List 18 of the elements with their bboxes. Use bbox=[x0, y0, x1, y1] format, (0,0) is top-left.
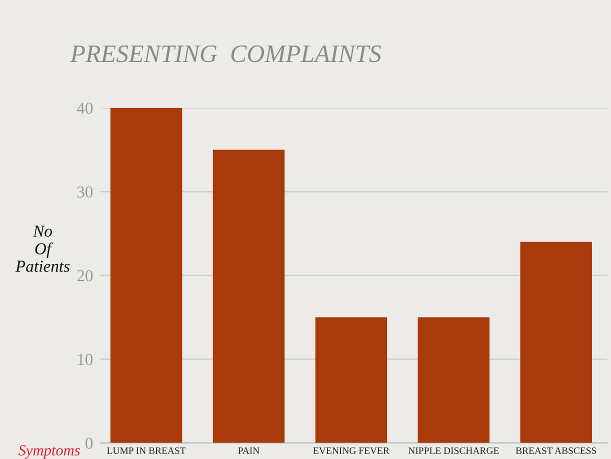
bar bbox=[418, 317, 490, 443]
x-tick-label: PAIN bbox=[238, 447, 260, 454]
x-tick-label: LUMP IN BREAST bbox=[107, 447, 186, 454]
bar bbox=[520, 242, 592, 443]
y-tick-label: 30 bbox=[77, 186, 93, 198]
bar bbox=[212, 150, 285, 443]
x-tick-label: BREAST ABSCESS bbox=[516, 447, 596, 454]
y-axis-title: No Of Patients bbox=[15, 226, 70, 272]
y-tick-label: 0 bbox=[86, 438, 93, 449]
bar bbox=[110, 108, 182, 443]
bar bbox=[315, 317, 388, 443]
chart-title: PRESENTING COMPLAINTS bbox=[70, 45, 381, 62]
y-tick-label: 10 bbox=[78, 354, 93, 366]
y-tick-label: 20 bbox=[77, 270, 93, 282]
x-tick-label: EVENING FEVER bbox=[313, 447, 390, 454]
y-tick-label: 40 bbox=[76, 102, 93, 114]
x-axis-title: Symptoms bbox=[18, 445, 80, 459]
x-tick-label: NIPPLE DISCHARGE bbox=[408, 447, 499, 454]
